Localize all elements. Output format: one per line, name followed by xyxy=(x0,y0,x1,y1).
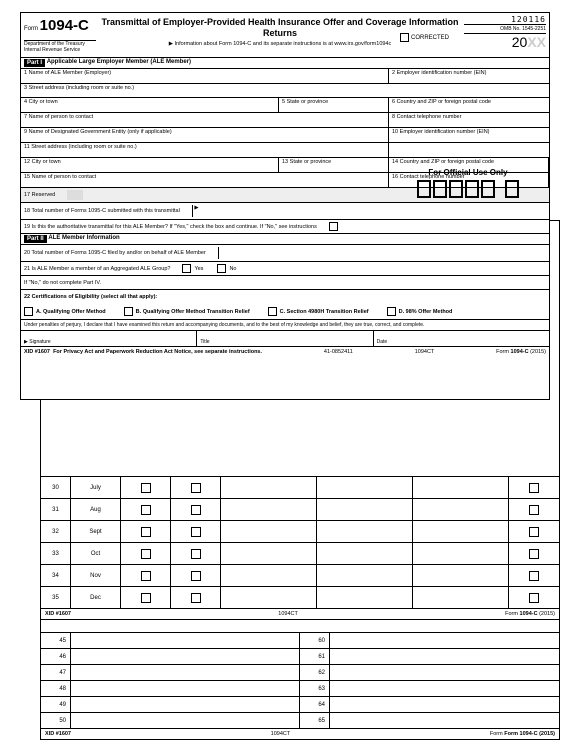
official-use: For Official Use Only xyxy=(393,168,543,198)
form-page-1: Form 1094-C Department of the Treasury I… xyxy=(20,12,550,400)
field-6: 6 Country and ZIP or foreign postal code xyxy=(389,98,549,112)
field-4: 4 City or town xyxy=(21,98,279,112)
part1-row: Part I Applicable Large Employer Member … xyxy=(21,58,549,69)
month-row: 31Aug xyxy=(41,498,559,520)
dept-text: Department of the Treasury Internal Reve… xyxy=(24,40,96,53)
field-10: 10 Employer identification number (EIN) xyxy=(389,128,549,142)
header-right: 120116 OMB No. 1545-2251 20XX xyxy=(461,13,549,57)
header-left: Form 1094-C Department of the Treasury I… xyxy=(21,13,99,57)
page2-rows: 30July31Aug32Sept33Oct34Nov35Dec xyxy=(41,476,559,608)
field-19: 19 Is this the authoritative transmittal… xyxy=(21,220,549,234)
q21-no[interactable] xyxy=(217,264,226,273)
row-11: 11 Street address (including room or sui… xyxy=(21,143,549,158)
corrected-label: CORRECTED xyxy=(411,35,449,41)
official-label: For Official Use Only xyxy=(393,168,543,177)
part1-heading: Applicable Large Employer Member (ALE Me… xyxy=(47,59,191,67)
month-row: 33Oct xyxy=(41,542,559,564)
corrected-box: CORRECTED xyxy=(400,33,449,42)
field-15: 15 Name of person to contact xyxy=(21,173,389,187)
omb: OMB No. 1545-2251 xyxy=(464,24,546,34)
cert-a: A. Qualifying Offer Method xyxy=(24,307,106,316)
cert-b: B. Qualifying Offer Method Transition Re… xyxy=(124,307,250,316)
field-18: 18 Total number of Forms 1095-C submitte… xyxy=(21,203,549,220)
field-22: 22 Certifications of Eligibility (select… xyxy=(21,290,549,304)
sig-title: Title xyxy=(197,331,373,346)
page2-footer: XID #1607 1094CT Form 1094-C (2015) xyxy=(41,608,559,619)
num-row: 4762 xyxy=(41,664,559,680)
month-row: 32Sept xyxy=(41,520,559,542)
top-code: 120116 xyxy=(464,15,546,24)
year: 20XX xyxy=(464,34,546,50)
cert-d: D. 98% Offer Method xyxy=(387,307,453,316)
p2-form: Form 1094-C (2015) xyxy=(505,611,555,617)
official-boxes xyxy=(393,180,543,198)
part1-label: Part I xyxy=(24,59,45,67)
num-row: 5065 xyxy=(41,712,559,728)
certifications: A. Qualifying Offer Method B. Qualifying… xyxy=(21,304,549,320)
field-9: 9 Name of Designated Government Entity (… xyxy=(21,128,389,142)
field-5: 5 State or province xyxy=(279,98,389,112)
month-row: 34Nov xyxy=(41,564,559,586)
month-row: 35Dec xyxy=(41,586,559,608)
form-prefix: Form xyxy=(24,26,38,32)
field-21: 21 Is ALE Member a member of an Aggregat… xyxy=(21,262,549,276)
field-11: 11 Street address (including room or sui… xyxy=(21,143,389,157)
field-7: 7 Name of person to contact xyxy=(21,113,389,127)
cert-c: C. Section 4980H Transition Relief xyxy=(268,307,369,316)
q21-yes[interactable] xyxy=(182,264,191,273)
part2-label: Part II xyxy=(24,235,47,243)
signature-row: ▶ Signature Title Date xyxy=(21,331,549,347)
row-7-8: 7 Name of person to contact 8 Contact te… xyxy=(21,113,549,128)
sig-signature: ▶ Signature xyxy=(21,331,197,346)
form-header: Form 1094-C Department of the Treasury I… xyxy=(21,13,549,58)
p3-xid: XID #1607 xyxy=(45,731,71,737)
field-2: 2 Employer identification number (EIN) xyxy=(389,69,549,83)
field-12: 12 City or town xyxy=(21,158,279,172)
part2-row: Part II ALE Member Information xyxy=(21,234,549,245)
row-4-6: 4 City or town 5 State or province 6 Cou… xyxy=(21,98,549,113)
page3-table: 456046614762486349645065 XID #1607 1094C… xyxy=(41,632,559,739)
num-row: 4661 xyxy=(41,648,559,664)
row-1-2: 1 Name of ALE Member (Employer) 2 Employ… xyxy=(21,69,549,84)
p2-xid: XID #1607 xyxy=(45,611,71,617)
perjury-text: Under penalties of perjury, I declare th… xyxy=(21,320,549,331)
field-1: 1 Name of ALE Member (Employer) xyxy=(21,69,389,83)
page3-footer: XID #1607 1094CT Form Form 1094-C (2015) xyxy=(41,728,559,739)
field-8: 8 Contact telephone number xyxy=(389,113,549,127)
page3-rows: 456046614762486349645065 xyxy=(41,632,559,728)
field-21b: If "No," do not complete Part IV. xyxy=(21,276,549,290)
num-row: 4964 xyxy=(41,696,559,712)
form-number: 1094-C xyxy=(40,17,89,34)
part2-heading: ALE Member Information xyxy=(48,235,119,243)
row-9-10: 9 Name of Designated Government Entity (… xyxy=(21,128,549,143)
p3-code: 1094CT xyxy=(271,731,291,737)
p2-code: 1094CT xyxy=(278,611,298,617)
num-row: 4560 xyxy=(41,632,559,648)
page2-table: 30July31Aug32Sept33Oct34Nov35Dec XID #16… xyxy=(41,476,559,619)
field-20: 20 Total number of Forms 1095-C filed by… xyxy=(21,245,549,262)
sig-date: Date xyxy=(374,331,549,346)
num-row: 4863 xyxy=(41,680,559,696)
corrected-checkbox[interactable] xyxy=(400,33,409,42)
field-13: 13 State or province xyxy=(279,158,389,172)
q19-checkbox[interactable] xyxy=(329,222,338,231)
p3-form: Form Form 1094-C (2015) xyxy=(490,731,555,737)
field-3: 3 Street address (including room or suit… xyxy=(21,84,549,98)
month-row: 30July xyxy=(41,476,559,498)
page1-footer: XID #1607 For Privacy Act and Paperwork … xyxy=(21,347,549,357)
